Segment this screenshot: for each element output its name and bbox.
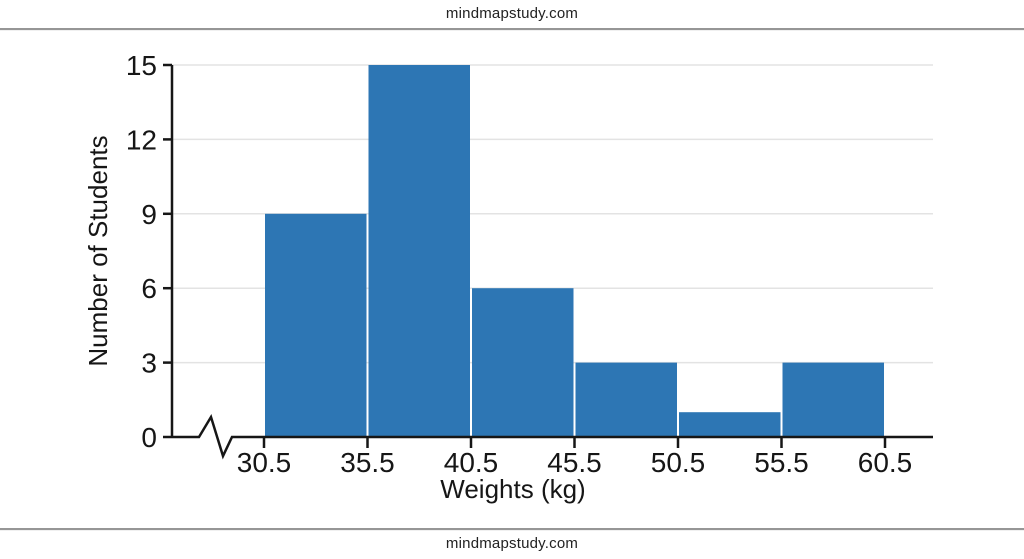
histogram-bar — [782, 362, 884, 437]
x-tick-label: 30.5 — [237, 447, 292, 478]
histogram-bar — [679, 412, 781, 437]
histogram-bar — [368, 65, 470, 437]
x-tick-label: 55.5 — [754, 447, 809, 478]
x-tick-label: 35.5 — [340, 447, 395, 478]
watermark-top: mindmapstudy.com — [445, 5, 579, 22]
y-tick-label: 9 — [141, 199, 157, 230]
x-tick-label: 45.5 — [547, 447, 602, 478]
x-tick-label: 60.5 — [858, 447, 913, 478]
y-tick-label: 6 — [141, 273, 157, 304]
footer-divider — [0, 528, 1024, 530]
histogram-bar — [472, 288, 574, 437]
header-divider — [0, 28, 1024, 30]
x-tick-label: 40.5 — [444, 447, 499, 478]
x-tick-label: 50.5 — [651, 447, 706, 478]
histogram-bar — [265, 213, 367, 437]
y-tick-label: 12 — [126, 124, 157, 155]
x-axis-title: Weights (kg) — [440, 474, 585, 504]
y-axis-title: Number of Students — [83, 135, 113, 366]
watermark-bottom: mindmapstudy.com — [445, 535, 579, 552]
y-tick-label: 3 — [141, 348, 157, 379]
y-tick-label: 15 — [126, 50, 157, 81]
x-axis-line-with-break — [172, 413, 933, 460]
y-tick-label: 0 — [141, 422, 157, 453]
histogram-bar — [575, 362, 677, 437]
